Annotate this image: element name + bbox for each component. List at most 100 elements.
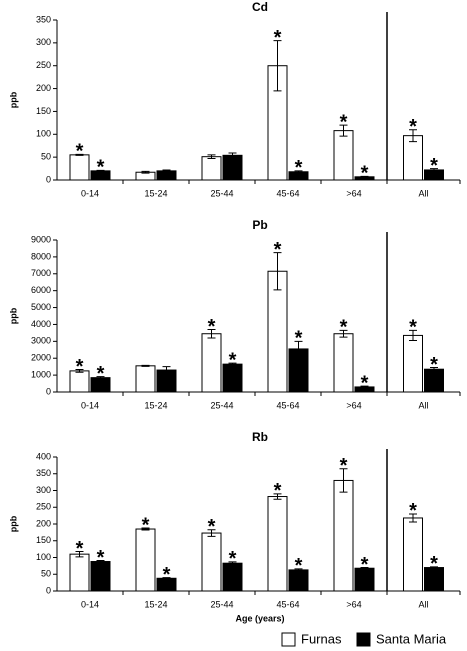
error-bar bbox=[339, 124, 348, 137]
y-tick-label: 4000 bbox=[31, 319, 51, 329]
x-tick-label: All bbox=[418, 188, 428, 198]
y-tick-label: 0 bbox=[46, 174, 51, 184]
significance-marker: * bbox=[76, 141, 84, 163]
y-tick-label: 150 bbox=[36, 535, 51, 545]
x-tick-label: 0-14 bbox=[81, 599, 99, 609]
y-tick-label: 350 bbox=[36, 468, 51, 478]
y-tick-label: 50 bbox=[41, 152, 51, 162]
y-tick-label: 150 bbox=[36, 106, 51, 116]
error-bar bbox=[409, 513, 417, 523]
x-tick-label: 25-44 bbox=[210, 400, 233, 410]
y-tick-label: 50 bbox=[41, 569, 51, 579]
y-tick-label: 8000 bbox=[31, 251, 51, 261]
error-bar bbox=[339, 329, 348, 338]
y-tick-label: 200 bbox=[36, 83, 51, 93]
y-tick-label: 300 bbox=[36, 37, 51, 47]
x-tick-label: 45-64 bbox=[276, 599, 299, 609]
error-bar bbox=[430, 566, 438, 569]
error-bar bbox=[430, 367, 438, 372]
x-tick-label: >64 bbox=[346, 400, 361, 410]
y-axis-label: ppb bbox=[8, 91, 18, 108]
bar bbox=[403, 517, 423, 592]
y-tick-label: 0 bbox=[46, 386, 51, 396]
bar bbox=[333, 479, 354, 592]
significance-marker: * bbox=[409, 317, 417, 339]
error-bar bbox=[339, 468, 348, 493]
significance-marker: * bbox=[229, 349, 237, 371]
significance-marker: * bbox=[361, 554, 369, 576]
y-tick-label: 5000 bbox=[31, 302, 51, 312]
error-bar bbox=[430, 168, 438, 172]
significance-marker: * bbox=[274, 480, 282, 502]
x-tick-label: >64 bbox=[346, 188, 361, 198]
significance-marker: * bbox=[163, 564, 171, 586]
error-bar bbox=[360, 385, 369, 389]
significance-marker: * bbox=[430, 155, 438, 177]
y-axis-label: ppb bbox=[8, 307, 18, 324]
bar bbox=[135, 528, 156, 592]
error-bar bbox=[162, 577, 171, 580]
significance-marker: * bbox=[76, 356, 84, 378]
significance-marker: * bbox=[208, 516, 216, 538]
y-tick-label: 300 bbox=[36, 485, 51, 495]
error-bar bbox=[228, 152, 237, 159]
x-tick-label: 25-44 bbox=[210, 599, 233, 609]
significance-marker: * bbox=[208, 316, 216, 338]
error-bar bbox=[273, 252, 282, 291]
x-tick-label: 25-44 bbox=[210, 188, 233, 198]
bar bbox=[201, 532, 222, 592]
significance-marker: * bbox=[361, 163, 369, 185]
error-bar bbox=[294, 340, 303, 358]
significance-marker: * bbox=[430, 354, 438, 376]
significance-marker: * bbox=[229, 548, 237, 570]
y-tick-label: 250 bbox=[36, 60, 51, 70]
significance-marker: * bbox=[295, 555, 303, 577]
y-tick-label: 0 bbox=[46, 585, 51, 595]
error-bar bbox=[273, 40, 282, 92]
error-bar bbox=[141, 527, 150, 531]
x-tick-label: All bbox=[418, 400, 428, 410]
legend-swatch bbox=[356, 632, 371, 647]
chart-title: Rb bbox=[252, 430, 268, 444]
bar bbox=[201, 333, 222, 393]
x-tick-label: 45-64 bbox=[276, 188, 299, 198]
legend-swatch bbox=[281, 632, 296, 647]
error-bar bbox=[273, 493, 282, 500]
significance-marker: * bbox=[274, 239, 282, 261]
error-bar bbox=[75, 369, 84, 373]
error-bar bbox=[409, 329, 417, 341]
significance-marker: * bbox=[274, 27, 282, 49]
y-tick-label: 3000 bbox=[31, 336, 51, 346]
x-tick-label: 0-14 bbox=[81, 188, 99, 198]
bar bbox=[333, 130, 354, 181]
error-bar bbox=[162, 169, 171, 173]
error-bar bbox=[207, 529, 216, 537]
error-bar bbox=[141, 364, 150, 367]
y-tick-label: 9000 bbox=[31, 234, 51, 244]
error-bar bbox=[294, 568, 303, 572]
error-bar bbox=[360, 567, 369, 570]
bar bbox=[403, 135, 423, 181]
significance-marker: * bbox=[97, 157, 105, 179]
error-bar bbox=[96, 560, 105, 564]
significance-marker: * bbox=[409, 116, 417, 138]
chart-title: Cd bbox=[252, 0, 268, 14]
significance-marker: * bbox=[340, 111, 348, 133]
error-bar bbox=[96, 376, 105, 380]
y-tick-label: 200 bbox=[36, 518, 51, 528]
y-tick-label: 7000 bbox=[31, 268, 51, 278]
error-bar bbox=[207, 154, 216, 160]
bar bbox=[201, 156, 222, 181]
x-axis-label: Age (years) bbox=[235, 613, 284, 623]
x-tick-label: All bbox=[418, 599, 428, 609]
x-tick-label: 0-14 bbox=[81, 400, 99, 410]
y-tick-label: 2000 bbox=[31, 353, 51, 363]
error-bar bbox=[228, 362, 237, 366]
error-bar bbox=[360, 175, 369, 178]
significance-marker: * bbox=[295, 328, 303, 350]
y-tick-label: 250 bbox=[36, 502, 51, 512]
error-bar bbox=[294, 170, 303, 174]
x-tick-label: 15-24 bbox=[144, 188, 167, 198]
error-bar bbox=[409, 129, 417, 143]
